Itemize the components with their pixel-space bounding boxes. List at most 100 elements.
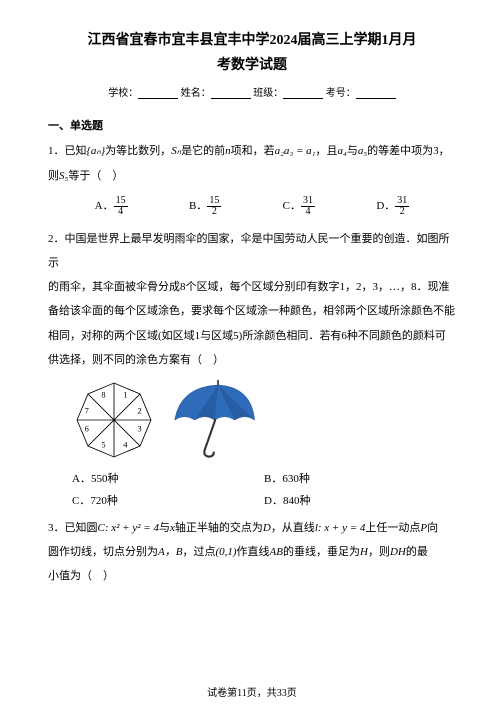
q1-options: A．154 B．152 C．314 D．312: [48, 196, 456, 217]
question-2: 2．中国是世界上最早发明雨伞的国家，伞是中国劳动人民一个重要的创造．如图所示 的…: [48, 227, 456, 372]
q1-text6: 与: [347, 145, 358, 157]
q2-options: A．550种 B．630种 C．720种 D．840种: [48, 468, 456, 512]
opt-label: D．: [264, 495, 283, 507]
q1-opt-b[interactable]: B．152: [189, 196, 221, 217]
frac-den: 4: [304, 207, 313, 217]
q3-l1a: 3．已知圆: [48, 522, 98, 534]
q2-line4: 相同，对称的两个区域(如区域1与区域5)所涂颜色相同．若有6种不同颜色的颜料可: [48, 324, 456, 348]
q2-l4a: 相同，对称的两个区域: [48, 330, 158, 342]
q1-opt-a[interactable]: A．154: [95, 196, 128, 217]
q1-text: 1．已知: [48, 145, 87, 157]
q3-l1d: ，从直线: [271, 522, 315, 534]
q2-l2c: ．现准: [417, 281, 450, 293]
class-blank[interactable]: [283, 87, 323, 99]
question-3: 3．已知圆C: x² + y² = 4与x轴正半轴的交点为D，从直线l: x +…: [48, 516, 456, 589]
q3-l2c: 作直线: [237, 546, 270, 558]
q2-l4b: 所涂颜色相同．若有: [242, 330, 341, 342]
oct-label-2: 2: [138, 406, 142, 415]
q1-text8: ，: [439, 145, 450, 157]
q2-l4c: 种不同颜色的颜料可: [347, 330, 446, 342]
frac-den: 2: [398, 207, 407, 217]
q2-opt-a[interactable]: A．550种: [72, 468, 264, 490]
q2-opt-c[interactable]: C．720种: [72, 490, 264, 512]
examno-blank[interactable]: [356, 87, 396, 99]
q2-l2b: 个区域，每个区域分别印有数字: [186, 281, 340, 293]
q3-pt: (0,1): [215, 546, 236, 558]
q3-DH: DH: [390, 546, 406, 558]
name-blank[interactable]: [211, 87, 251, 99]
fraction: 314: [301, 196, 315, 217]
q2-line5: 供选择，则不同的涂色方案有（ ）: [48, 348, 456, 372]
oct-label-7: 7: [85, 406, 89, 415]
school-label: 学校：: [108, 88, 138, 99]
q2-nums: 1，2，3，…，8: [340, 281, 417, 293]
opt-val: 630: [282, 473, 299, 485]
q3-l1f: 向: [427, 522, 438, 534]
q1-cond: a₂a₃ = a₁: [275, 145, 316, 157]
opt-label: C．: [283, 200, 301, 212]
q2-paren: (如区域1与区域5): [158, 330, 242, 342]
q1-s5: S₅: [59, 170, 68, 182]
examno-label: 考号：: [326, 88, 356, 99]
q2-figures: 1 2 3 4 5 6 7 8: [48, 378, 456, 462]
opt-label: A．: [72, 473, 91, 485]
q2-line2: 的雨伞，其伞面被伞骨分成8个区域，每个区域分别印有数字1，2，3，…，8．现准: [48, 275, 456, 299]
opt-label: B．: [189, 200, 207, 212]
opt-unit: 种: [299, 473, 310, 485]
q3-linel: l: x + y = 4: [315, 522, 366, 534]
q2-opt-b[interactable]: B．630种: [264, 468, 456, 490]
frac-den: 4: [116, 207, 125, 217]
q3-AB: A，B: [158, 546, 182, 558]
opt-unit: 种: [299, 495, 310, 507]
octagon-icon: 1 2 3 4 5 6 7 8: [72, 378, 156, 462]
fraction: 152: [207, 196, 221, 217]
umbrella-icon: [168, 378, 268, 462]
q1-text10: 等于（ ）: [68, 170, 123, 182]
q3-l2b: ，过点: [182, 546, 215, 558]
q3-circle: C: x² + y² = 4: [98, 522, 159, 534]
q3-l1c: 轴正半轴的交点为: [175, 522, 263, 534]
frac-den: 2: [210, 207, 219, 217]
q1-opt-d[interactable]: D．312: [376, 196, 409, 217]
exam-title-line2: 考数学试题: [48, 53, 456, 78]
oct-label-3: 3: [138, 425, 142, 434]
q1-opt-c[interactable]: C．314: [283, 196, 315, 217]
q3-l2a: 圆作切线，切点分别为: [48, 546, 158, 558]
q2-opt-d[interactable]: D．840种: [264, 490, 456, 512]
fraction: 312: [395, 196, 409, 217]
q1-text3: 是它的前: [181, 145, 225, 157]
oct-label-1: 1: [123, 390, 127, 399]
opt-val: 550: [91, 473, 108, 485]
school-blank[interactable]: [138, 87, 178, 99]
question-1: 1．已知{aₙ}为等比数列，Sₙ是它的前n项和，若a₂a₃ = a₁，且a₄与a…: [48, 139, 456, 187]
q3-line2: 圆作切线，切点分别为A，B，过点(0,1)作直线AB的垂线，垂足为H，则DH的最: [48, 540, 456, 564]
opt-label: C．: [72, 495, 90, 507]
name-label: 姓名：: [181, 88, 211, 99]
q1-seq: {aₙ}: [87, 145, 106, 157]
opt-unit: 种: [107, 473, 118, 485]
q2-line3: 备给该伞面的每个区域涂色，要求每个区域涂一种颜色，相邻两个区域所涂颜色不能: [48, 299, 456, 323]
q2-line1: 2．中国是世界上最早发明雨伞的国家，伞是中国劳动人民一个重要的创造．如图所示: [48, 227, 456, 275]
opt-val: 840: [283, 495, 300, 507]
oct-label-5: 5: [101, 441, 105, 450]
section-heading-1: 一、单选题: [48, 117, 456, 133]
opt-label: B．: [264, 473, 282, 485]
q1-a4: a₄: [337, 145, 346, 157]
opt-val: 720: [90, 495, 107, 507]
oct-label-6: 6: [85, 425, 89, 434]
q1-text2: 为等比数列，: [105, 145, 171, 157]
q3-l2f: 的最: [406, 546, 428, 558]
q2-l2a: 的雨伞，其伞面被伞骨分成: [48, 281, 180, 293]
q3-ABline: AB: [270, 546, 283, 558]
q1-text4: 项和，若: [231, 145, 275, 157]
student-info-row: 学校： 姓名： 班级： 考号：: [48, 84, 456, 99]
opt-unit: 种: [107, 495, 118, 507]
q3-line3: 小值为（ ）: [48, 564, 456, 588]
q3-l1e: 上任一动点: [365, 522, 420, 534]
q3-l2d: 的垂线，垂足为: [283, 546, 360, 558]
opt-label: A．: [95, 200, 114, 212]
q3-H: H: [360, 546, 368, 558]
q1-text7: 的等差中项为: [367, 145, 433, 157]
opt-label: D．: [376, 200, 395, 212]
q3-D: D: [263, 522, 271, 534]
